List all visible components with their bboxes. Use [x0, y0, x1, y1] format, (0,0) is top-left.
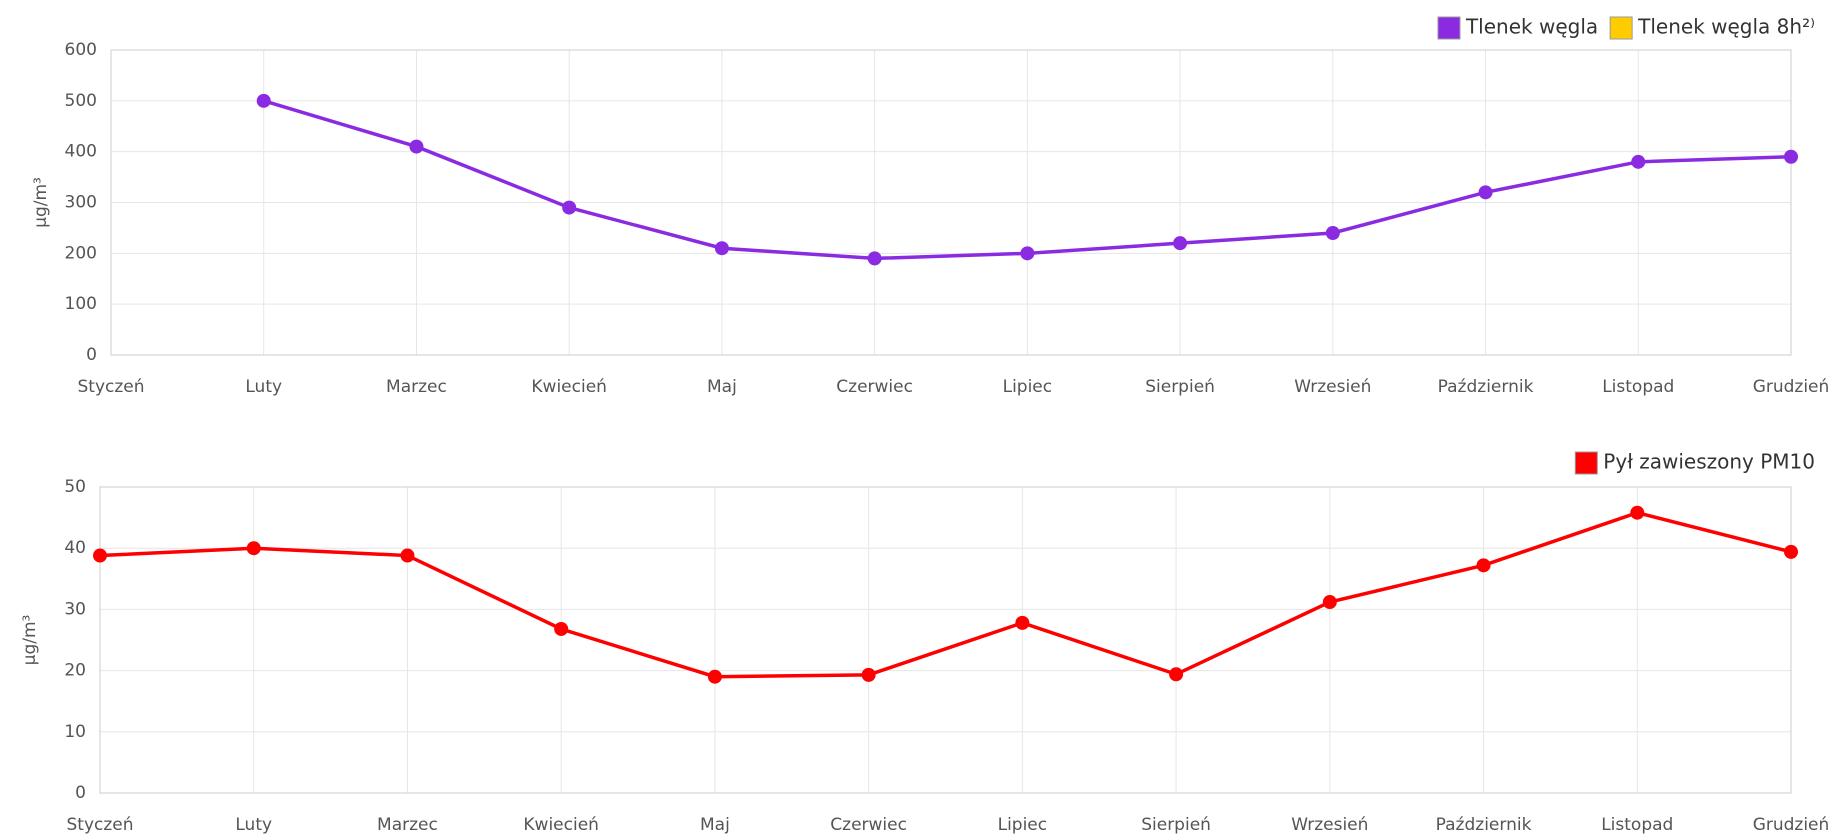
y-tick-label: 200 [65, 243, 97, 263]
point [400, 548, 415, 563]
point [1322, 595, 1337, 610]
line-chart: 0 10 20 30 40 50 Styczeń Luty Marzec Kwiecień Maj C… [20, 450, 1829, 836]
x-tick-label: Maj [707, 377, 737, 397]
x-tick-label: Wrzesień [1294, 377, 1371, 397]
point [861, 667, 876, 682]
legend-label: Tlenek węgla [1465, 15, 1598, 39]
y-tick-label: 600 [65, 40, 97, 60]
x-tick-label: Listopad [1602, 377, 1674, 397]
legend-label: Pył zawieszony PM10 [1603, 450, 1815, 474]
point [1015, 615, 1030, 630]
plot-frame [99, 486, 1792, 794]
y-tick-label: 10 [64, 722, 86, 742]
x-tick-label: Styczeń [66, 815, 133, 835]
line-chart: 0 100 200 300 400 500 600 Styczeń Luty Marzec Kwie… [31, 15, 1829, 398]
x-tick-label: Kwiecień [531, 377, 607, 397]
y-tick-label: 20 [64, 661, 86, 681]
point [1020, 246, 1035, 261]
y-tick-label: 40 [64, 538, 86, 558]
point [1476, 558, 1491, 573]
point [1631, 154, 1646, 169]
point [562, 200, 577, 215]
x-tick-label: Czerwiec [836, 377, 913, 397]
x-tick-label: Kwiecień [523, 815, 599, 835]
x-tick-label: Październik [1438, 377, 1534, 397]
y-tick-label: 400 [65, 142, 97, 162]
x-tick-label: Marzec [377, 815, 438, 835]
y-axis-label: μg/m³ [20, 615, 40, 666]
y-tick-label: 50 [64, 477, 86, 497]
x-tick-label: Styczeń [77, 377, 144, 397]
x-tick-label: Luty [245, 377, 282, 397]
y-tick-label: 30 [64, 599, 86, 619]
point [1169, 667, 1184, 682]
point [867, 251, 882, 266]
point [1173, 236, 1188, 251]
x-tick-label: Sierpień [1145, 377, 1215, 397]
x-tick-label: Grudzień [1753, 815, 1830, 835]
x-tick-label: Marzec [386, 377, 447, 397]
x-tick-label: Październik [1436, 815, 1532, 835]
point [1478, 185, 1493, 200]
point [707, 669, 722, 684]
x-tick-label: Wrzesień [1291, 815, 1368, 835]
point [409, 139, 424, 154]
point [1325, 226, 1340, 240]
legend-swatch [1609, 16, 1633, 40]
x-tick-label: Sierpień [1141, 815, 1211, 835]
point [93, 548, 107, 563]
legend-swatch [1437, 16, 1461, 40]
point [246, 541, 261, 556]
x-tick-label: Listopad [1601, 815, 1673, 835]
point [714, 241, 729, 256]
x-tick-label: Lipiec [998, 815, 1048, 835]
plot-frame [110, 49, 1792, 356]
line [99, 510, 1792, 679]
legend-label: Tlenek węgla 8h²⁾ [1637, 15, 1815, 39]
y-tick-label: 100 [65, 294, 97, 314]
x-tick-label: Czerwiec [830, 815, 907, 835]
x-tick-label: Lipiec [1003, 377, 1053, 397]
point [256, 93, 271, 108]
x-tick-label: Luty [235, 815, 272, 835]
point [1630, 505, 1645, 520]
point [1784, 149, 1798, 164]
y-tick-label: 300 [65, 193, 97, 213]
point [554, 621, 569, 636]
y-axis-label: μg/m³ [31, 177, 51, 228]
x-tick-label: Maj [700, 815, 730, 835]
y-tick-label: 0 [86, 345, 97, 365]
x-tick-label: Grudzień [1753, 377, 1830, 397]
point [1784, 544, 1798, 559]
y-tick-label: 500 [65, 91, 97, 111]
y-tick-label: 0 [75, 783, 86, 803]
legend-swatch [1574, 451, 1598, 475]
